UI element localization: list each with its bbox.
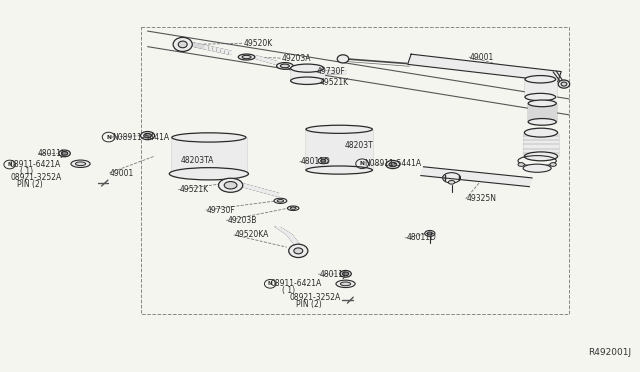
Text: 49325N: 49325N <box>467 195 497 203</box>
Text: 48203T: 48203T <box>344 141 373 150</box>
Text: N: N <box>360 161 365 166</box>
Polygon shape <box>306 129 372 170</box>
Ellipse shape <box>144 134 152 138</box>
Ellipse shape <box>59 150 70 157</box>
Polygon shape <box>287 234 301 247</box>
Text: N08911-5441A: N08911-5441A <box>113 132 170 142</box>
Text: 49001: 49001 <box>470 52 494 61</box>
Ellipse shape <box>318 158 328 164</box>
Text: 49520KA: 49520KA <box>235 230 269 240</box>
Polygon shape <box>205 45 230 54</box>
Ellipse shape <box>61 151 68 155</box>
Text: 08911-6421A: 08911-6421A <box>10 160 61 169</box>
Polygon shape <box>291 68 324 81</box>
Polygon shape <box>408 54 561 82</box>
Text: 48011D: 48011D <box>406 233 436 243</box>
Ellipse shape <box>238 54 255 60</box>
Ellipse shape <box>528 100 556 107</box>
Text: R492001J: R492001J <box>589 348 632 357</box>
Ellipse shape <box>306 166 372 174</box>
Ellipse shape <box>287 206 299 211</box>
Polygon shape <box>191 42 205 49</box>
Polygon shape <box>324 71 346 74</box>
Text: PIN (2): PIN (2) <box>296 300 321 309</box>
Ellipse shape <box>336 280 355 288</box>
Ellipse shape <box>386 160 400 169</box>
Ellipse shape <box>294 248 303 254</box>
Ellipse shape <box>340 282 351 286</box>
Text: 08911-6421A: 08911-6421A <box>270 279 321 288</box>
Text: 49520K: 49520K <box>243 39 273 48</box>
Ellipse shape <box>277 199 284 202</box>
Ellipse shape <box>525 76 556 83</box>
Ellipse shape <box>276 62 293 69</box>
Ellipse shape <box>428 232 433 235</box>
Polygon shape <box>243 184 278 196</box>
Ellipse shape <box>291 207 296 209</box>
Ellipse shape <box>558 80 570 88</box>
Text: PIN (2): PIN (2) <box>17 180 42 189</box>
Text: 49521K: 49521K <box>320 78 349 87</box>
Ellipse shape <box>291 77 324 84</box>
Ellipse shape <box>321 159 326 162</box>
Ellipse shape <box>178 41 187 48</box>
Ellipse shape <box>342 272 349 276</box>
Ellipse shape <box>528 119 556 125</box>
Ellipse shape <box>425 231 435 236</box>
Text: N08911-5441A: N08911-5441A <box>365 159 422 168</box>
Ellipse shape <box>242 55 251 59</box>
Text: 48011D: 48011D <box>301 157 331 166</box>
Text: N: N <box>268 281 273 286</box>
Text: 49001: 49001 <box>109 169 134 177</box>
Ellipse shape <box>340 270 351 277</box>
Polygon shape <box>528 103 556 122</box>
Ellipse shape <box>172 133 246 142</box>
Text: 49521K: 49521K <box>179 185 209 194</box>
Polygon shape <box>525 79 556 97</box>
Ellipse shape <box>76 162 86 166</box>
Ellipse shape <box>389 162 397 167</box>
Ellipse shape <box>523 164 551 172</box>
Polygon shape <box>524 133 557 156</box>
Ellipse shape <box>289 244 308 257</box>
Ellipse shape <box>524 128 557 137</box>
Ellipse shape <box>518 163 524 166</box>
Ellipse shape <box>524 152 557 161</box>
Ellipse shape <box>173 37 192 51</box>
Text: 49203B: 49203B <box>227 216 257 225</box>
Polygon shape <box>275 227 292 235</box>
Text: 48011J: 48011J <box>38 149 64 158</box>
Text: 48203TA: 48203TA <box>180 155 214 164</box>
Text: ( 1): ( 1) <box>282 286 295 295</box>
Polygon shape <box>172 137 246 174</box>
Text: 49203A: 49203A <box>282 54 311 62</box>
Polygon shape <box>255 55 276 64</box>
Ellipse shape <box>306 125 372 134</box>
Ellipse shape <box>449 180 455 184</box>
Ellipse shape <box>280 64 289 68</box>
Ellipse shape <box>141 132 155 140</box>
Text: 08921-3252A: 08921-3252A <box>289 293 340 302</box>
Ellipse shape <box>71 160 90 167</box>
Ellipse shape <box>525 93 556 101</box>
Ellipse shape <box>274 198 287 203</box>
Text: 49730F: 49730F <box>207 206 236 215</box>
Ellipse shape <box>561 82 567 86</box>
Ellipse shape <box>218 178 243 192</box>
Ellipse shape <box>291 64 324 72</box>
Polygon shape <box>421 167 532 187</box>
Text: N: N <box>8 162 12 167</box>
Text: N: N <box>106 135 111 140</box>
Ellipse shape <box>550 163 556 166</box>
Text: 48011J: 48011J <box>320 270 346 279</box>
Ellipse shape <box>224 182 237 189</box>
Text: ( 1): ( 1) <box>20 167 33 176</box>
Ellipse shape <box>170 168 248 180</box>
Text: 08921-3252A: 08921-3252A <box>10 173 61 182</box>
Ellipse shape <box>337 55 349 63</box>
Text: 49730F: 49730F <box>317 67 346 76</box>
